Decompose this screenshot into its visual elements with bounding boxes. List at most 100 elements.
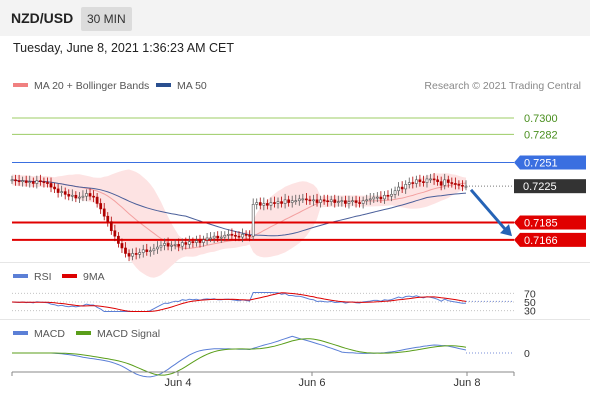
candle-body — [237, 235, 241, 238]
legend-rsi: RSI — [13, 271, 52, 283]
candle-body — [446, 179, 450, 183]
candle-body — [287, 199, 291, 203]
legend-label: MA 50 — [177, 80, 207, 92]
candle-body — [464, 185, 468, 188]
forecast-arrow-head — [500, 224, 512, 237]
level-tag — [514, 215, 586, 230]
legend-swatch — [13, 83, 28, 88]
legend-swatch — [156, 83, 171, 88]
panel-separator — [0, 262, 590, 263]
candle-body — [386, 194, 390, 197]
rsi-tick-label: 50 — [524, 297, 536, 309]
candle-body — [365, 199, 369, 202]
candle-body — [120, 243, 124, 249]
candle-body — [241, 234, 244, 238]
credit-text: Research © 2021 Trading Central — [424, 80, 581, 92]
level-label: 0.7166 — [524, 235, 558, 247]
candle-body — [127, 253, 131, 257]
candle-body — [109, 221, 113, 232]
candle-body — [280, 201, 283, 204]
candle-body — [255, 202, 259, 205]
candle-body — [230, 234, 234, 236]
candle-body — [117, 235, 120, 244]
candle-body — [53, 186, 56, 190]
candle-body — [74, 194, 78, 199]
macd-signal-line — [12, 338, 467, 376]
candle-body — [226, 234, 230, 236]
legend-swatch — [13, 274, 28, 279]
candle-body — [70, 194, 74, 197]
level-tag — [514, 155, 586, 170]
legend-swatch — [62, 274, 77, 279]
candle-body — [400, 186, 404, 190]
candle-body — [383, 194, 386, 200]
last-price-tag — [514, 179, 586, 194]
candle-body — [326, 200, 330, 203]
candle-body — [223, 234, 227, 238]
timeframe-button[interactable]: 30 MIN — [81, 7, 132, 31]
legend-swatch — [13, 331, 28, 336]
candle-body — [305, 198, 308, 201]
candle-body — [102, 208, 106, 217]
candle-body — [308, 199, 312, 202]
x-tick-label: Jun 4 — [164, 377, 192, 389]
candle-body — [88, 193, 92, 197]
candle-body — [141, 249, 145, 253]
candle-body — [202, 239, 205, 243]
x-tick-label: Jun 8 — [453, 377, 481, 389]
candle-body — [39, 180, 42, 183]
candle-body — [46, 182, 49, 184]
candle-body — [187, 241, 191, 245]
candle-body — [35, 180, 39, 184]
last-price-label: 0.7225 — [523, 181, 557, 193]
candle-body — [248, 234, 252, 237]
candle-body — [283, 199, 287, 204]
candle-body — [60, 191, 64, 193]
candle-body — [344, 200, 347, 204]
candle-body — [347, 201, 351, 204]
candle-body — [56, 188, 60, 193]
candle-body — [414, 179, 418, 184]
candle-body — [244, 234, 248, 236]
candle-body — [10, 179, 14, 182]
candle-body — [269, 202, 273, 206]
candle-body — [453, 183, 457, 185]
legend-ma50: MA 50 — [156, 80, 207, 92]
candle-body — [219, 236, 223, 239]
candle-body — [429, 178, 432, 181]
legend-swatch — [76, 331, 91, 336]
candle-body — [319, 199, 322, 203]
candle-body — [340, 200, 344, 203]
candle-body — [195, 240, 198, 243]
candle-body — [354, 200, 358, 203]
candle-body — [156, 246, 159, 250]
candle-body — [336, 201, 340, 203]
candle-body — [258, 202, 262, 206]
candle-body — [17, 180, 21, 183]
candle-body — [294, 200, 298, 203]
bollinger-band — [12, 169, 466, 278]
candle-body — [379, 196, 383, 200]
candle-body — [24, 180, 28, 183]
candle-body — [134, 253, 138, 255]
panel-separator — [0, 319, 590, 320]
candle-body — [81, 195, 85, 198]
macd-line — [12, 335, 467, 378]
candle-body — [266, 203, 269, 206]
candle-body — [315, 199, 319, 203]
candle-body — [439, 181, 443, 186]
candle-body — [131, 253, 134, 257]
rsi-9ma-line — [11, 292, 467, 312]
candle-body — [276, 201, 280, 204]
candle-body — [92, 195, 95, 198]
legend-label: MA 20 + Bollinger Bands — [34, 80, 150, 92]
candle-body — [216, 235, 220, 239]
legend-label: 9MA — [83, 271, 105, 283]
candle-body — [21, 180, 25, 183]
legend-9ma: 9MA — [62, 271, 105, 283]
candle-body — [432, 178, 436, 181]
candle-body — [209, 237, 212, 240]
candle-body — [422, 181, 425, 183]
candle-body — [191, 241, 195, 243]
